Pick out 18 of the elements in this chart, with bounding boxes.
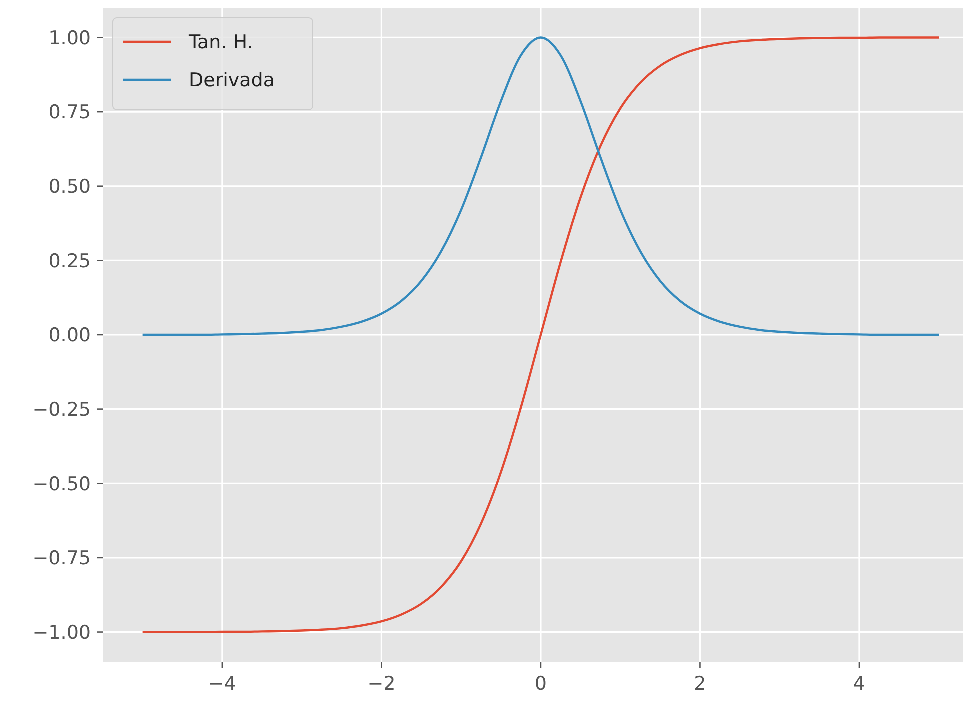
y-tick-label: 1.00 xyxy=(48,27,91,50)
x-tick-label: 2 xyxy=(694,673,706,695)
x-tick-label: −4 xyxy=(208,673,236,695)
y-tick-label: 0.25 xyxy=(48,250,91,272)
line-series xyxy=(142,36,940,634)
x-tick-label: 4 xyxy=(853,673,866,695)
y-tick-label: −0.75 xyxy=(32,548,91,570)
y-tick-label: 0.00 xyxy=(48,324,91,347)
y-tick-label: 0.75 xyxy=(48,102,91,124)
y-tick-label: −1.00 xyxy=(32,622,91,644)
legend-label: Derivada xyxy=(189,70,276,92)
y-tick-label: −0.50 xyxy=(32,473,91,496)
legend-label: Tan. H. xyxy=(188,32,254,54)
y-tick-label: 0.50 xyxy=(48,176,91,198)
line-series xyxy=(142,36,940,336)
x-tick-label: 0 xyxy=(534,673,548,695)
x-tick-label: −2 xyxy=(368,673,396,695)
y-tick-label: −0.25 xyxy=(32,398,91,421)
